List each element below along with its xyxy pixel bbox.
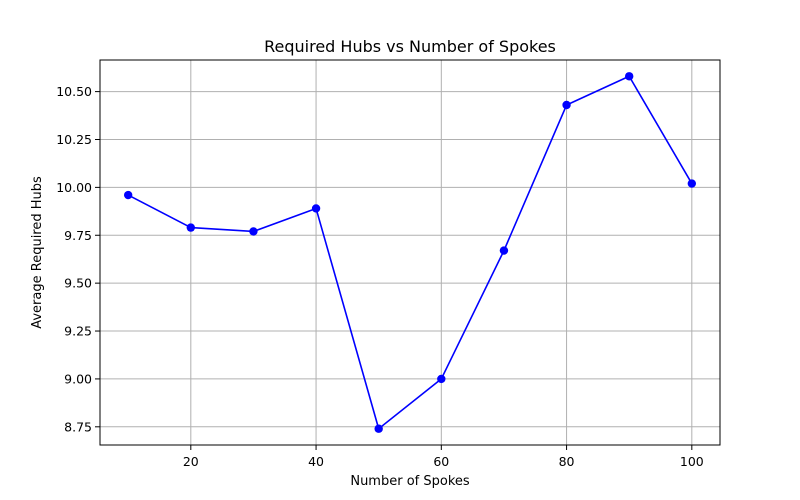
x-tick-label: 20 [183,454,199,469]
data-point [374,424,383,433]
y-tick-label: 8.75 [64,419,92,434]
x-tick-label: 60 [433,454,449,469]
grid-lines [100,60,720,445]
chart-title: Required Hubs vs Number of Spokes [264,37,556,56]
y-tick-label: 10.50 [56,84,92,99]
y-axis-ticks: 8.75 9.00 9.25 9.50 9.75 10.00 10.25 10.50 [56,84,100,434]
data-point [499,246,509,255]
y-tick-label: 10.25 [56,132,92,147]
data-point [123,190,133,200]
y-tick-label: 9.00 [64,371,92,386]
y-axis-label: Average Required Hubs [30,176,45,329]
x-axis-ticks: 20 40 60 80 100 [183,445,704,469]
series-layer [123,72,697,433]
x-axis-label: Number of Spokes [350,474,470,489]
data-point [437,374,446,384]
y-tick-label: 9.75 [64,228,92,243]
y-tick-label: 9.50 [64,276,92,291]
x-tick-label: 100 [680,454,704,469]
plot-frame [99,59,721,446]
x-tick-label: 40 [308,454,324,469]
series-line [127,75,693,430]
data-point [562,100,571,110]
data-point [311,204,321,213]
data-point [624,72,634,81]
y-tick-label: 10.00 [56,180,92,195]
data-point [186,223,196,232]
data-point [687,179,697,188]
y-tick-label: 9.25 [64,324,92,339]
data-point [249,227,258,236]
x-tick-label: 80 [559,454,575,469]
